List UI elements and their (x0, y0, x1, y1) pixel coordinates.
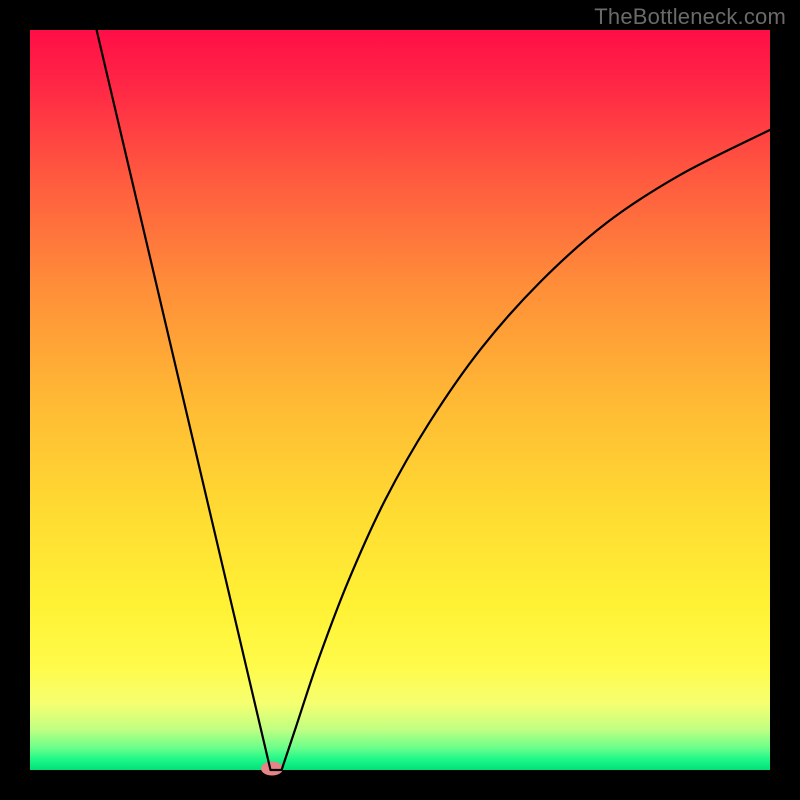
chart-container: TheBottleneck.com (0, 0, 800, 800)
bottleneck-marker (261, 762, 283, 776)
plot-background (30, 30, 770, 770)
watermark-text: TheBottleneck.com (594, 4, 786, 30)
bottleneck-chart (0, 0, 800, 800)
